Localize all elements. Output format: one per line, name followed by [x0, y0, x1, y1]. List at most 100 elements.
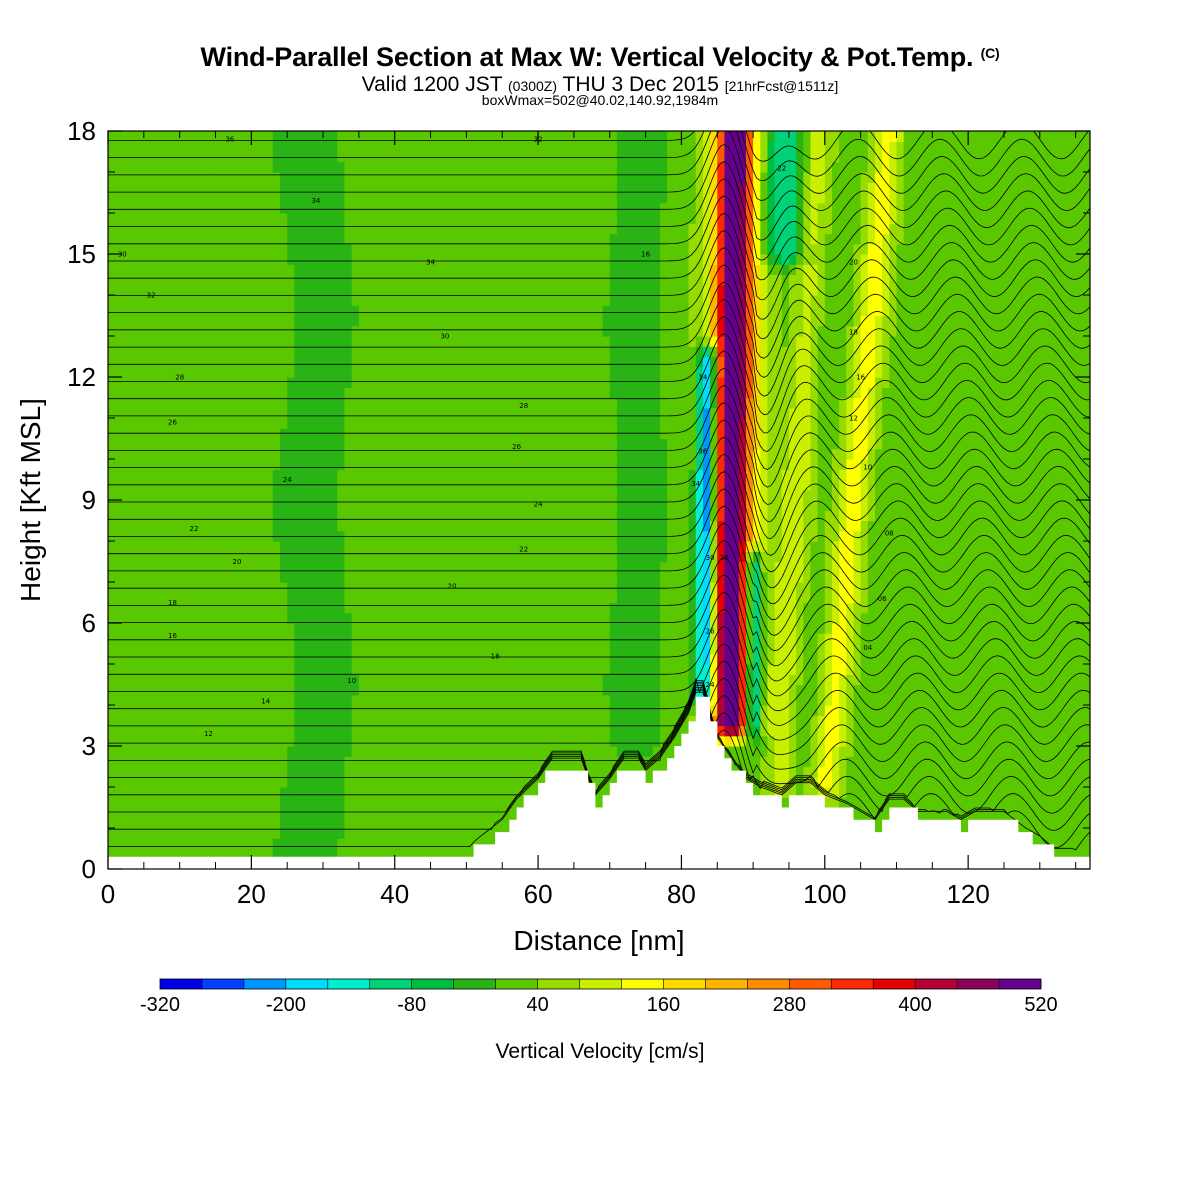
- velocity-cell: [394, 602, 403, 614]
- velocity-cell: [681, 561, 690, 573]
- velocity-cell: [803, 705, 812, 716]
- velocity-cell: [523, 766, 532, 778]
- velocity-cell: [315, 694, 324, 706]
- velocity-cell: [631, 520, 640, 532]
- velocity-cell: [659, 571, 668, 583]
- velocity-cell: [444, 582, 453, 593]
- velocity-cell: [416, 592, 424, 604]
- velocity-cell: [839, 756, 847, 768]
- velocity-cell: [308, 797, 317, 809]
- velocity-cell: [609, 602, 618, 614]
- velocity-cell: [796, 561, 804, 573]
- velocity-cell: [1003, 520, 1012, 532]
- velocity-cell: [272, 746, 281, 757]
- velocity-cell: [609, 623, 618, 634]
- velocity-cell: [1032, 530, 1041, 542]
- velocity-cell: [745, 643, 754, 655]
- velocity-cell: [839, 735, 847, 747]
- velocity-cell: [201, 705, 209, 716]
- velocity-cell: [1068, 705, 1077, 716]
- velocity-cell: [731, 561, 740, 573]
- velocity-cell: [301, 735, 310, 747]
- velocity-cell: [179, 510, 188, 522]
- velocity-cell: [151, 756, 159, 768]
- velocity-cell: [796, 602, 804, 614]
- velocity-cell: [495, 571, 503, 583]
- velocity-cell: [566, 500, 575, 511]
- velocity-cell: [516, 602, 525, 614]
- velocity-cell: [989, 541, 998, 552]
- velocity-cell: [1046, 582, 1055, 593]
- velocity-cell: [430, 735, 439, 747]
- velocity-cell: [452, 612, 460, 624]
- velocity-cell: [810, 530, 819, 542]
- velocity-cell: [351, 684, 360, 696]
- velocity-cell: [817, 674, 826, 686]
- velocity-cell: [480, 623, 489, 634]
- velocity-cell: [824, 541, 833, 552]
- velocity-cell: [702, 561, 711, 573]
- velocity-cell: [430, 746, 439, 757]
- velocity-cell: [631, 602, 640, 614]
- velocity-cell: [272, 694, 281, 706]
- velocity-cell: [452, 520, 460, 532]
- velocity-cell: [1068, 664, 1077, 675]
- velocity-cell: [115, 602, 123, 614]
- velocity-cell: [222, 612, 231, 624]
- velocity-cell: [380, 705, 389, 716]
- velocity-cell: [1032, 797, 1041, 809]
- velocity-cell: [545, 664, 554, 675]
- velocity-cell: [953, 612, 962, 624]
- velocity-cell: [129, 633, 138, 645]
- velocity-cell: [860, 612, 869, 624]
- velocity-cell: [846, 684, 855, 696]
- velocity-cell: [1003, 612, 1012, 624]
- velocity-cell: [108, 674, 116, 686]
- velocity-cell: [681, 623, 690, 634]
- velocity-cell: [1061, 828, 1070, 839]
- velocity-cell: [495, 551, 503, 563]
- velocity-cell: [387, 643, 396, 655]
- velocity-cell: [996, 797, 1005, 809]
- velocity-cell: [982, 602, 991, 614]
- velocity-cell: [108, 623, 116, 634]
- velocity-cell: [358, 633, 367, 645]
- velocity-cell: [724, 541, 733, 552]
- velocity-cell: [330, 828, 338, 839]
- velocity-cell: [796, 541, 804, 552]
- velocity-cell: [788, 500, 797, 511]
- velocity-cell: [129, 787, 138, 798]
- velocity-cell: [272, 623, 281, 634]
- velocity-cell: [530, 582, 539, 593]
- velocity-cell: [122, 797, 131, 809]
- velocity-cell: [337, 489, 346, 501]
- velocity-cell: [831, 735, 840, 747]
- velocity-cell: [409, 582, 417, 593]
- velocity-cell: [129, 848, 138, 860]
- velocity-cell: [473, 541, 482, 552]
- velocity-cell: [1003, 592, 1012, 604]
- velocity-cell: [401, 674, 410, 686]
- velocity-cell: [373, 520, 381, 532]
- velocity-cell: [172, 561, 181, 573]
- velocity-cell: [867, 612, 876, 624]
- velocity-cell: [459, 500, 467, 511]
- velocity-cell: [222, 489, 231, 501]
- velocity-cell: [108, 582, 116, 593]
- velocity-cell: [172, 817, 181, 829]
- velocity-cell: [645, 735, 654, 747]
- velocity-cell: [251, 551, 260, 563]
- velocity-cell: [294, 653, 303, 665]
- velocity-cell: [122, 787, 131, 798]
- velocity-cell: [975, 735, 984, 747]
- velocity-cell: [932, 571, 941, 583]
- velocity-cell: [258, 705, 267, 716]
- velocity-cell: [437, 551, 446, 563]
- velocity-cell: [889, 633, 898, 645]
- velocity-cell: [745, 623, 754, 634]
- velocity-cell: [559, 725, 568, 737]
- velocity-cell: [523, 510, 532, 522]
- velocity-cell: [681, 684, 690, 696]
- velocity-cell: [186, 612, 195, 624]
- velocity-cell: [287, 500, 295, 511]
